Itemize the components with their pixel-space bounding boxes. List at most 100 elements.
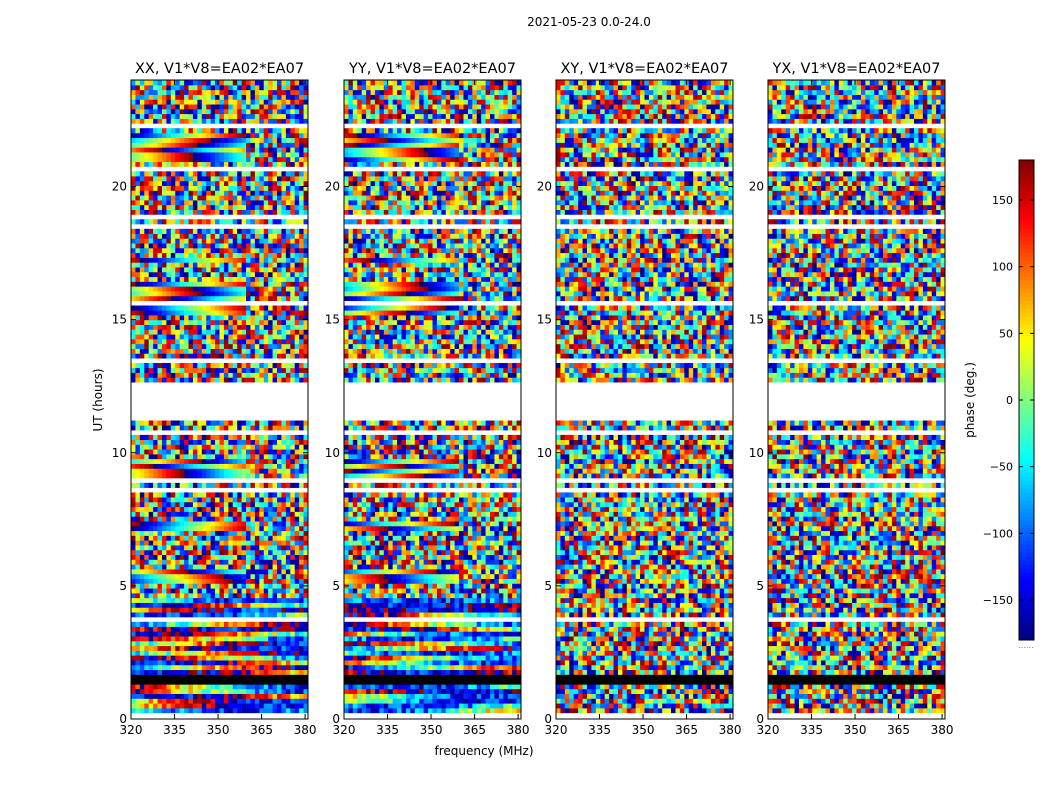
colorbar-swatch [1019,612,1034,617]
colorbar-swatch [1019,632,1034,637]
x-tick-label: 320 [333,723,356,737]
colorbar-swatch [1019,204,1034,209]
panel-title-xx: XX, V1*V8=EA02*EA07 [135,61,304,77]
colorbar-swatch [1019,412,1034,417]
colorbar-swatch [1019,468,1034,473]
y-tick-label: 0 [332,712,340,726]
panel-xy: XY, V1*V8=EA02*EA07 320 335 350 365 380 0 5 10 15… [537,61,742,737]
colorbar-swatch [1019,364,1034,369]
colorbar-swatch [1019,520,1034,525]
y-tick-label: 15 [749,313,764,327]
colorbar-swatch [1019,256,1034,261]
colorbar-swatch [1019,480,1034,485]
colorbar-swatch [1019,176,1034,181]
colorbar-swatch [1019,408,1034,413]
colorbar-tick-label: −100 [983,527,1013,540]
colorbar-swatch [1019,196,1034,201]
colorbar-swatch [1019,280,1034,285]
y-tick-label: 0 [544,712,552,726]
heatmap-cells [556,80,733,714]
colorbar-swatch [1019,628,1034,633]
colorbar-swatch [1019,304,1034,309]
colorbar-swatch [1019,512,1034,517]
colorbar-swatch [1019,368,1034,373]
x-tick-label: 380 [507,723,530,737]
colorbar-swatch [1019,164,1034,169]
colorbar-swatch [1019,360,1034,365]
x-tick-label: 350 [632,723,655,737]
colorbar-swatch [1019,456,1034,461]
x-tick-label: 365 [675,723,698,737]
colorbar-swatch [1019,504,1034,509]
y-tick-label: 10 [537,446,552,460]
colorbar-swatch [1019,224,1034,229]
y-tick-label: 5 [544,579,552,593]
colorbar-swatch [1019,260,1034,265]
colorbar-swatch [1019,192,1034,197]
panel-yx: YX, V1*V8=EA02*EA07 320 335 350 365 380 0 5 10 15… [749,61,954,737]
colorbar-swatch [1019,296,1034,301]
colorbar-tick-label: 0 [1006,394,1013,407]
colorbar-swatch [1019,576,1034,581]
colorbar-swatch [1019,384,1034,389]
colorbar-swatch [1019,216,1034,221]
y-tick-label: 0 [119,712,127,726]
colorbar-tick-label: 100 [992,261,1013,274]
colorbar-swatch [1019,328,1034,333]
colorbar-swatch [1019,168,1034,173]
colorbar-swatch [1019,272,1034,277]
panel-title-xy: XY, V1*V8=EA02*EA07 [560,61,728,77]
panel-xx: XX, V1*V8=EA02*EA07 320 335 350 365 380 0 5 10 15… [112,61,317,737]
colorbar-swatch [1019,484,1034,489]
y-tick-label: 0 [756,712,764,726]
colorbar-swatch [1019,420,1034,425]
panel-frame [555,79,734,720]
colorbar-swatch [1019,236,1034,241]
y-tick-label: 20 [112,180,127,194]
x-tick-label: 335 [588,723,611,737]
colorbar-swatch [1019,580,1034,585]
colorbar-tick-label: 150 [992,194,1013,207]
colorbar-note: ...... [1018,641,1033,650]
colorbar-swatch [1019,416,1034,421]
panel-frame [343,79,522,720]
x-tick-label: 365 [887,723,910,737]
heatmap-cells [344,80,521,714]
colorbar-swatch [1019,476,1034,481]
colorbar-swatch [1019,184,1034,189]
colorbar-swatch [1019,600,1034,605]
y-tick-label: 10 [749,446,764,460]
y-tick-label: 20 [325,180,340,194]
colorbar-swatch [1019,312,1034,317]
panel-title-yx: YX, V1*V8=EA02*EA07 [771,61,940,77]
colorbar-swatch [1019,572,1034,577]
colorbar-swatch [1019,616,1034,621]
x-tick-label: 320 [757,723,780,737]
colorbar-swatch [1019,564,1034,569]
colorbar-swatch [1019,188,1034,193]
colorbar-swatch [1019,288,1034,293]
colorbar-swatch [1019,300,1034,305]
colorbar-swatch [1019,588,1034,593]
colorbar-swatch [1019,380,1034,385]
colorbar-swatch [1019,252,1034,257]
x-tick-label: 320 [120,723,143,737]
x-tick-label: 335 [376,723,399,737]
y-tick-label: 5 [756,579,764,593]
colorbar-swatch [1019,488,1034,493]
colorbar-swatch [1019,596,1034,601]
colorbar-swatch [1019,524,1034,529]
y-tick-label: 15 [537,313,552,327]
colorbar-swatch [1019,400,1034,405]
colorbar-swatch [1019,240,1034,245]
colorbar-swatch [1019,584,1034,589]
colorbar-swatch [1019,348,1034,353]
panel-title-yy: YY, V1*V8=EA02*EA07 [348,61,516,77]
colorbar-swatch [1019,608,1034,613]
colorbar-swatch [1019,620,1034,625]
colorbar-swatch [1019,552,1034,557]
colorbar-tick-label: −150 [983,594,1013,607]
colorbar-swatch [1019,536,1034,541]
x-tick-label: 320 [545,723,568,737]
figure-suptitle: 2021-05-23 0.0-24.0 [527,15,651,29]
